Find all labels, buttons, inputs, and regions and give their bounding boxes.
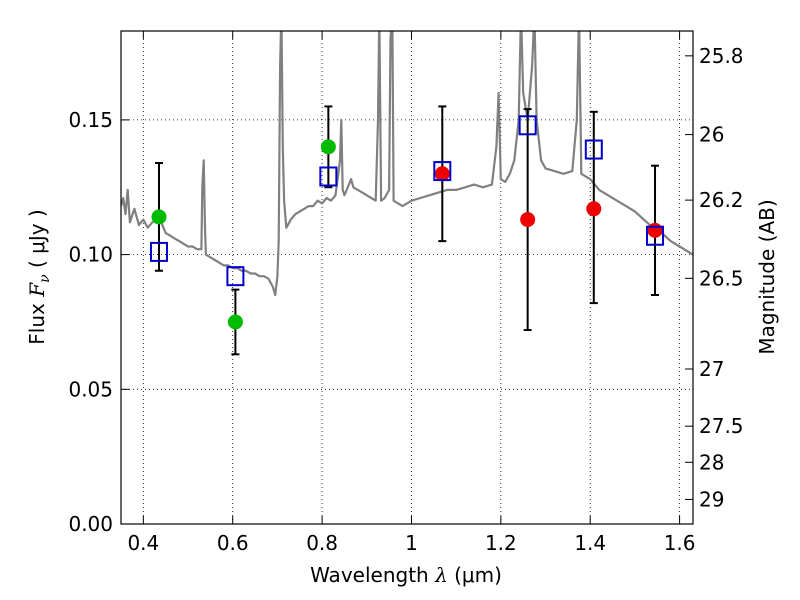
model-point-square [433,161,452,182]
spectrum-line [121,31,693,297]
model-point-square [319,166,338,187]
marker-layer [149,115,665,330]
y-tick-label: 0.15 [68,108,113,132]
right-tick-label: 25.8 [699,44,744,68]
model-point-square [518,115,537,136]
y-tick-label: 0.00 [68,512,113,536]
x-axis-label: Wavelength λ (μm) [310,563,502,587]
model-point-square [149,241,168,262]
right-tick-label: 27.5 [699,414,744,438]
right-tick-label: 26.2 [699,188,744,212]
y-axis-label: Flux Fν ( μJy ) [25,209,53,344]
right-tick-label: 29 [699,487,724,511]
tick-layer: 0.4 0.6 0.8 1 1.2 1.4 1.6 0.00 0.05 0.10 0.15 25.8 2… [68,31,744,555]
data-point-observed-near-infrared [586,201,602,217]
model-point-square [646,225,665,246]
right-tick-label: 26 [699,123,724,147]
data-point-observed-near-infrared [434,166,450,182]
right-tick-label: 28 [699,450,724,474]
x-tick-label: 0.8 [306,531,338,555]
right-tick-label: 27 [699,357,724,381]
data-point-observed-optical [320,139,336,155]
right-tick-label: 26.5 [699,266,744,290]
x-tick-label: 1.6 [664,531,696,555]
x-tick-label: 0.4 [127,531,159,555]
x-tick-label: 0.6 [217,531,249,555]
grid-layer [121,31,693,525]
model-point-square [226,266,245,287]
data-point-observed-near-infrared [647,222,663,238]
plot-frame [120,30,694,525]
model-point-square [584,139,603,160]
spectrum-layer [121,31,693,297]
y-axis-right-label: Magnitude (AB) [755,199,779,354]
data-point-observed-optical [227,314,243,330]
y-tick-label: 0.05 [68,377,113,401]
x-tick-label: 1.4 [574,531,606,555]
x-tick-label: 1.2 [485,531,517,555]
data-point-observed-optical [151,209,167,225]
x-tick-label: 1 [405,531,418,555]
y-tick-label: 0.10 [68,243,113,267]
data-point-observed-near-infrared [520,212,536,228]
